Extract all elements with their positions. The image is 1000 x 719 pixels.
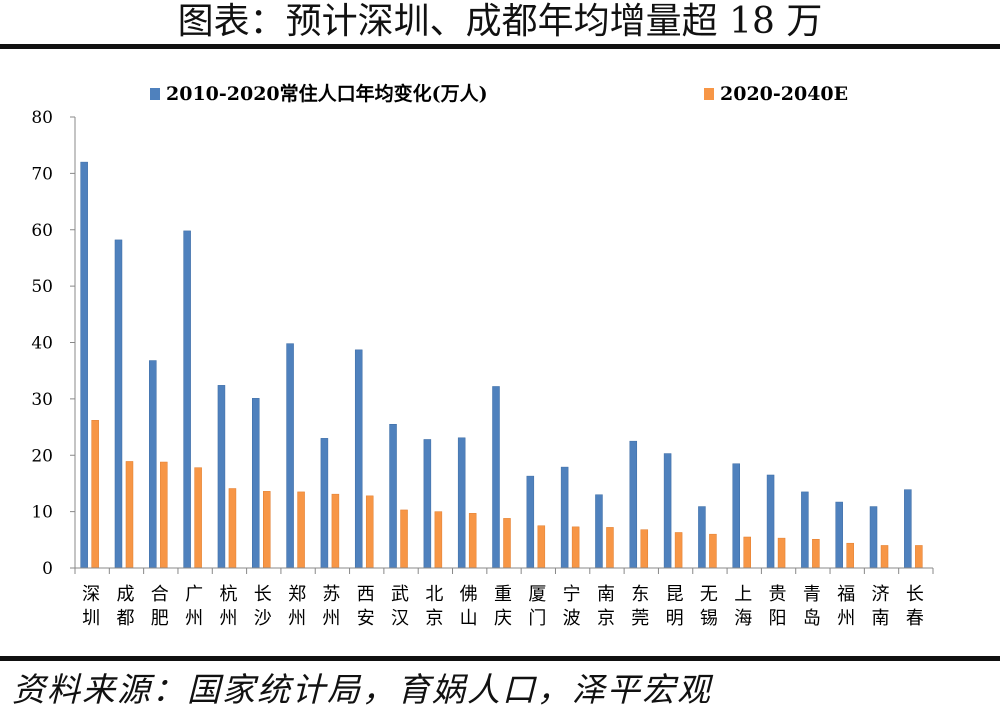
- y-tick-label: 10: [31, 503, 53, 523]
- y-tick-label: 70: [31, 164, 53, 184]
- bar-series-1: [801, 491, 809, 569]
- y-tick-label: 40: [31, 334, 53, 354]
- bar-series-2: [846, 542, 854, 569]
- bar-series-1: [904, 489, 912, 569]
- bar-series-2: [365, 495, 374, 569]
- x-tick-label: 昆明: [666, 584, 684, 629]
- bar-series-1: [732, 463, 740, 569]
- title-divider: [0, 44, 1000, 49]
- x-tick-label: 合肥: [151, 584, 169, 629]
- x-tick-label: 杭州: [219, 584, 237, 629]
- bar-chart: 2010-2020常住人口年均变化(万人) 2020-2040E 0 10 20 30…: [31, 82, 934, 629]
- bar-series-2: [297, 491, 305, 569]
- x-tick-label: 武汉: [391, 584, 409, 629]
- bar-series-1: [389, 423, 397, 569]
- bar-series-2: [228, 488, 237, 569]
- bar-series-1: [252, 398, 260, 569]
- bar-series-2: [468, 513, 477, 569]
- x-axis: 深圳成都合肥广州杭州长沙郑州苏州西安武汉北京佛山重庆厦门宁波南京东莞昆明无锡上海…: [74, 567, 934, 629]
- bar-series-2: [537, 525, 546, 569]
- bar-series-1: [183, 230, 191, 569]
- x-tick-label: 南京: [597, 584, 615, 629]
- bar-series-1: [766, 474, 775, 569]
- bar-series-1: [492, 386, 500, 569]
- source-divider: [0, 656, 1000, 661]
- legend-label-series-2: 2020-2040E: [720, 83, 848, 105]
- bar-series-2: [709, 533, 717, 569]
- x-tick-label: 北京: [425, 584, 443, 629]
- legend-swatch-series-2: [704, 88, 714, 100]
- bar-series-1: [114, 239, 123, 569]
- bar-series-1: [560, 466, 569, 569]
- page-title: 图表：预计深圳、成都年均增量超 18 万: [177, 1, 823, 42]
- x-tick-label: 宁波: [563, 584, 581, 629]
- bar-series-2: [571, 526, 580, 569]
- x-tick-label: 青岛: [803, 584, 821, 629]
- x-tick-label: 重庆: [494, 584, 512, 629]
- bar-series-2: [880, 545, 889, 569]
- x-tick-label: 广州: [185, 584, 203, 629]
- x-tick-label: 厦门: [528, 584, 546, 629]
- bar-series-2: [400, 509, 408, 569]
- bar-series-1: [217, 385, 226, 569]
- y-tick-label: 20: [31, 446, 53, 466]
- bar-series-2: [125, 461, 134, 569]
- bar-series-1: [354, 349, 363, 569]
- legend-label-series-1: 2010-2020常住人口年均变化(万人): [166, 82, 488, 105]
- y-tick-label: 80: [31, 108, 53, 128]
- x-tick-label: 上海: [734, 584, 752, 629]
- y-tick-label: 30: [31, 390, 53, 410]
- bar-series-2: [160, 461, 168, 569]
- chart-area: 2010-2020常住人口年均变化(万人) 2020-2040E 0 10 20 30…: [0, 51, 1000, 653]
- bar-series-2: [194, 467, 202, 569]
- bars: [80, 161, 923, 569]
- legend: 2010-2020常住人口年均变化(万人) 2020-2040E: [150, 82, 848, 105]
- bar-series-1: [457, 437, 466, 569]
- source-note: 资料来源：国家统计局，育娲人口，泽平宏观: [12, 670, 712, 709]
- x-tick-label: 佛山: [460, 584, 478, 629]
- bar-series-1: [629, 440, 638, 569]
- bar-series-1: [149, 360, 157, 569]
- x-tick-label: 长春: [906, 584, 924, 629]
- bar-series-1: [663, 453, 672, 569]
- y-tick-label: 50: [31, 277, 53, 297]
- x-tick-label: 长沙: [254, 584, 272, 629]
- bar-series-2: [331, 493, 340, 569]
- x-tick-label: 贵阳: [769, 584, 787, 629]
- bar-series-2: [743, 536, 751, 569]
- bar-series-1: [595, 494, 603, 569]
- y-axis: 0 10 20 30 40 50 60 70 80: [31, 108, 76, 579]
- bar-series-1: [80, 161, 88, 569]
- bar-series-1: [286, 343, 294, 569]
- bar-series-2: [91, 420, 99, 569]
- bar-series-2: [915, 545, 923, 569]
- x-tick-label: 无锡: [700, 584, 718, 629]
- bar-series-1: [869, 506, 878, 569]
- x-tick-label: 成都: [116, 584, 134, 629]
- y-tick-label: 60: [31, 221, 53, 241]
- legend-swatch-series-1: [150, 88, 160, 100]
- x-tick-label: 济南: [872, 584, 890, 629]
- x-tick-label: 郑州: [288, 584, 306, 629]
- x-tick-label: 福州: [837, 584, 855, 629]
- bar-series-2: [812, 538, 820, 569]
- bar-series-2: [503, 518, 511, 569]
- bar-series-1: [835, 501, 843, 569]
- bar-series-2: [434, 511, 443, 569]
- bar-series-1: [320, 438, 329, 569]
- bar-series-1: [698, 506, 706, 569]
- bar-series-2: [777, 537, 786, 569]
- bar-series-2: [263, 491, 271, 569]
- bar-series-1: [526, 475, 535, 569]
- x-tick-label: 西安: [357, 584, 375, 629]
- bar-series-2: [674, 532, 683, 569]
- x-tick-label: 苏州: [322, 584, 340, 629]
- bar-series-1: [423, 439, 432, 569]
- x-tick-label: 深圳: [82, 584, 100, 629]
- bar-series-2: [606, 527, 614, 569]
- bar-series-2: [640, 529, 649, 569]
- y-tick-label: 0: [42, 559, 53, 579]
- x-tick-label: 东莞: [631, 584, 649, 629]
